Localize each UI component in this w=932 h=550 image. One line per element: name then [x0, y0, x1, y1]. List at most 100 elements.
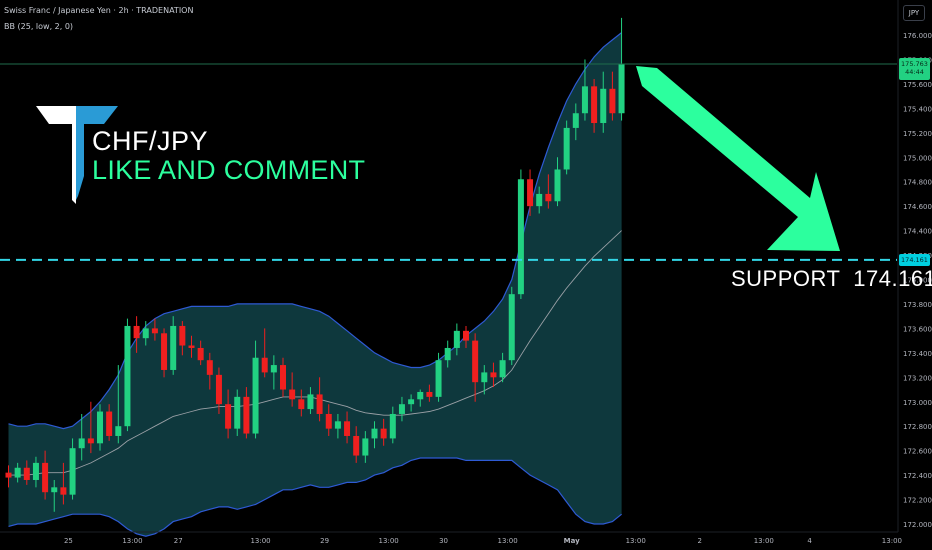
time-tick-label: 13:00	[250, 537, 270, 545]
candle-body	[536, 193, 543, 207]
candle	[106, 404, 113, 441]
price-axis: 172.000 172.200 172.400 172.600 172.800 173.0…	[897, 0, 932, 532]
price-tick-label: 175.600	[903, 81, 932, 89]
candle	[289, 372, 296, 407]
candle	[481, 365, 488, 395]
candle-body	[362, 438, 369, 456]
last-price-badge: 175.763 44:44	[899, 58, 930, 80]
candle	[563, 120, 570, 175]
currency-button[interactable]: JPY	[903, 5, 925, 21]
candle	[42, 450, 49, 500]
candle	[188, 335, 195, 358]
candle-body	[609, 88, 616, 114]
candle	[618, 17, 625, 121]
candle	[197, 340, 204, 366]
candle	[124, 318, 131, 432]
candle-body	[170, 325, 177, 370]
candle	[581, 59, 588, 121]
candle	[298, 389, 305, 417]
candle	[307, 387, 314, 414]
candle	[215, 367, 222, 414]
indicator-label[interactable]: BB (25, low, 2, 0)	[4, 22, 74, 31]
candle	[14, 462, 21, 483]
candle-body	[133, 325, 140, 339]
candle	[252, 340, 259, 439]
time-tick-label: 2	[698, 537, 702, 545]
candle	[115, 365, 122, 444]
candle	[417, 389, 424, 407]
candle	[572, 103, 579, 141]
price-tick-label: 175.400	[903, 105, 932, 113]
candle	[444, 340, 451, 368]
candle	[389, 406, 396, 444]
brand-logo	[36, 106, 118, 204]
candle	[334, 413, 341, 439]
candle-body	[554, 169, 561, 202]
candle-body	[517, 179, 524, 295]
candle-body	[591, 86, 598, 124]
candle-body	[316, 394, 323, 414]
candle-body	[435, 360, 442, 397]
bollinger-lower	[8, 457, 622, 537]
candle-body	[23, 467, 30, 480]
candle	[527, 169, 534, 216]
price-tick-label: 174.600	[903, 203, 932, 211]
candle	[554, 157, 561, 207]
candle-body	[243, 396, 250, 434]
candle-body	[289, 389, 296, 400]
price-tick-label: 173.600	[903, 325, 932, 333]
candle-body	[87, 438, 94, 444]
candle-body	[527, 179, 534, 207]
candle-body	[426, 391, 433, 397]
time-tick-label: 13:00	[754, 537, 774, 545]
candle-body	[106, 411, 113, 436]
candle-body	[42, 462, 49, 493]
candle	[426, 384, 433, 402]
time-axis: 25 13:00 27 13:00 29 13:00 30 13:00 May 13:00 2 13:…	[0, 531, 902, 545]
candle	[353, 426, 360, 463]
candle-body	[78, 438, 85, 449]
candle-body	[508, 294, 515, 361]
candle-body	[161, 333, 168, 370]
candle-body	[97, 411, 103, 444]
support-price-badge: 174.161	[899, 254, 930, 266]
support-label: SUPPORT 174.161	[731, 266, 932, 291]
candle-body	[252, 357, 259, 434]
candle-body	[353, 435, 360, 456]
candle	[508, 286, 515, 366]
bar-countdown: 44:44	[905, 68, 924, 76]
price-tick-label: 175.000	[903, 154, 932, 162]
price-tick-label: 173.400	[903, 350, 932, 358]
candle-body	[270, 365, 277, 373]
candle	[234, 389, 241, 436]
candle	[344, 411, 351, 444]
candle-body	[280, 365, 286, 390]
candle-body	[188, 345, 195, 348]
candle	[23, 460, 30, 485]
candle	[435, 352, 442, 402]
candle-body	[371, 428, 378, 439]
candle	[499, 352, 506, 383]
candle	[78, 413, 85, 461]
candle-body	[225, 404, 232, 429]
candle-body	[261, 357, 268, 373]
arrow-shape	[636, 66, 840, 251]
call-to-action: LIKE AND COMMENT	[92, 155, 366, 185]
candle	[600, 71, 607, 133]
candle-body	[69, 448, 76, 495]
candle	[371, 421, 378, 449]
logo-right	[76, 106, 118, 200]
candle-body	[124, 325, 131, 427]
candle	[453, 323, 460, 356]
candle-body	[380, 428, 387, 439]
symbol-title: Swiss Franc / Japanese Yen · 2h · TRADEN…	[4, 6, 194, 15]
candle	[225, 389, 232, 439]
candle	[142, 321, 149, 346]
candle-body	[206, 360, 213, 375]
time-tick-label: 13:00	[379, 537, 399, 545]
time-tick-label: 4	[807, 537, 812, 545]
candle	[398, 396, 405, 422]
candle-body	[490, 372, 497, 378]
price-tick-label: 173.200	[903, 374, 932, 382]
